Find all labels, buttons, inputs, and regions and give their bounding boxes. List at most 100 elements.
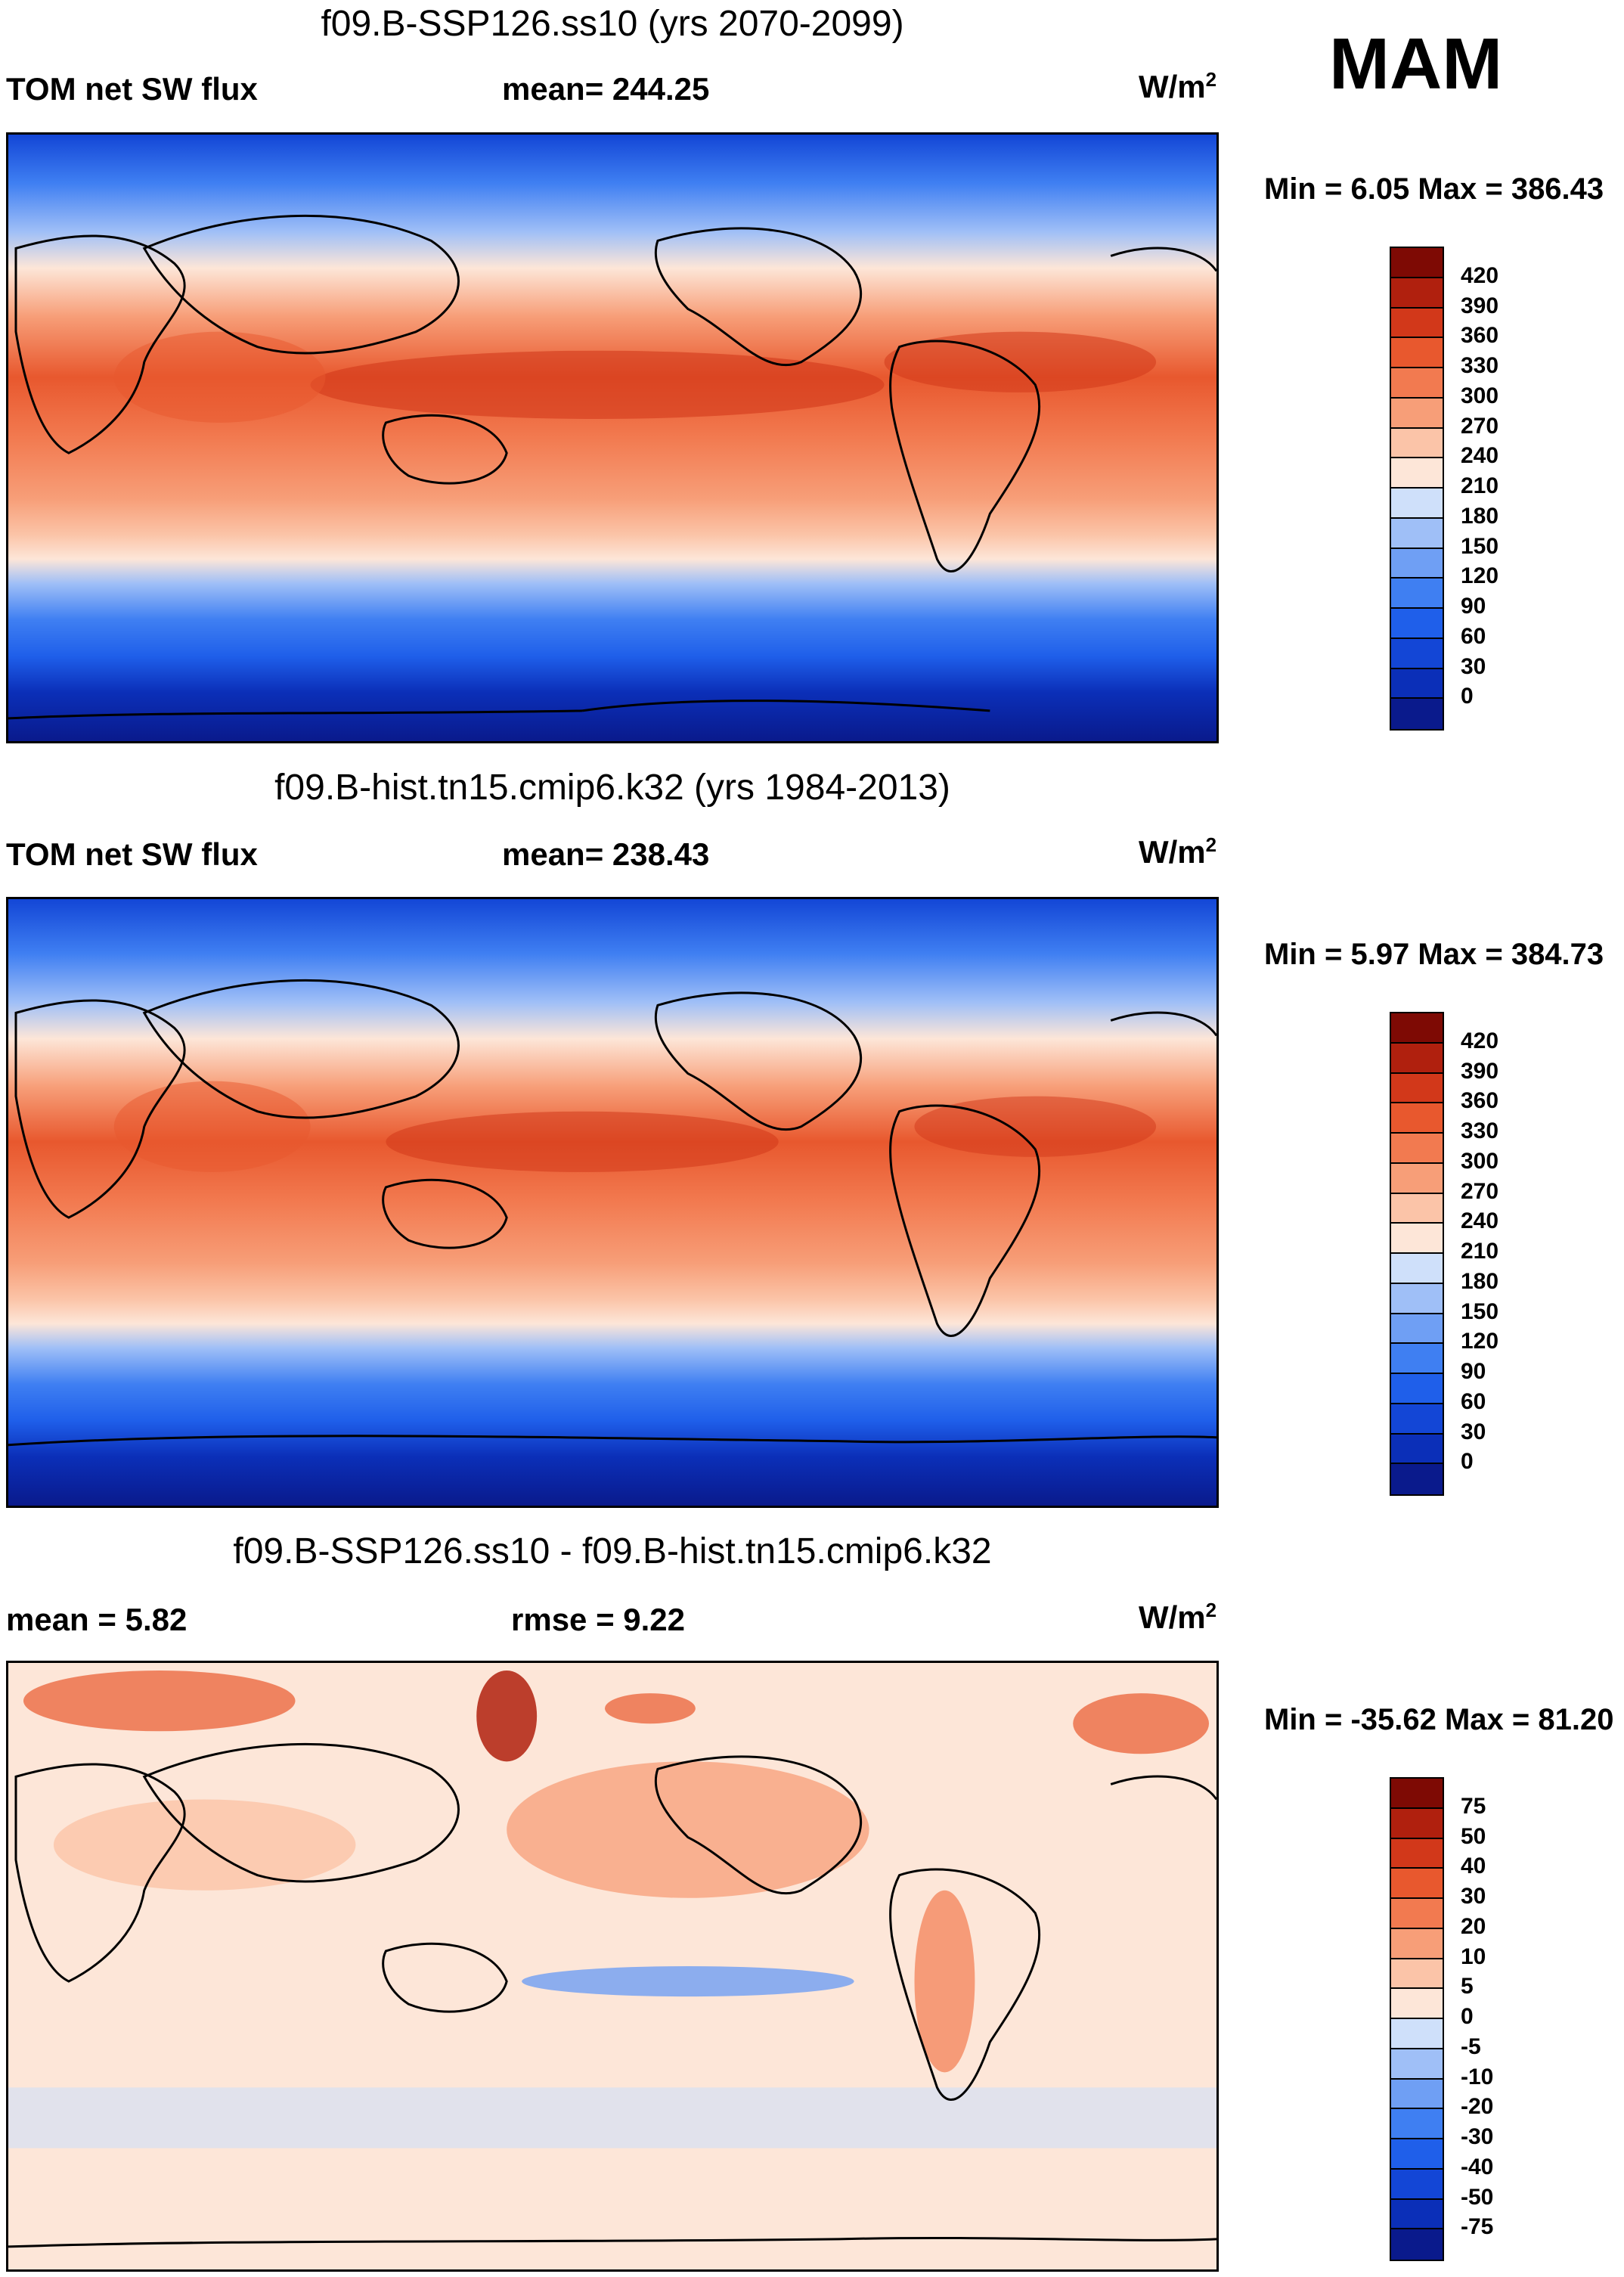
panel-1-left-label: TOM net SW flux xyxy=(6,71,258,107)
panel-2-colorbar-segment xyxy=(1391,1193,1443,1224)
panel-3-colorbar-tick-label: 10 xyxy=(1461,1944,1486,1969)
panel-3-colorbar-tick-label: 40 xyxy=(1461,1854,1486,1879)
panel-1-title: f09.B-SSP126.ss10 (yrs 2070-2099) xyxy=(321,4,904,44)
panel-2-map xyxy=(6,897,1219,1508)
panel-1-colorbar-tick-label: 390 xyxy=(1461,293,1499,318)
panel-2-colorbar-tick-label: 300 xyxy=(1461,1148,1499,1174)
panel-2-colorbar-segment xyxy=(1391,1314,1443,1345)
panel-1-colorbar xyxy=(1390,247,1444,731)
panel-3-colorbar-segment xyxy=(1391,1899,1443,1929)
panel-2-colorbar-segment xyxy=(1391,1103,1443,1134)
panel-3-colorbar-tick-label: 30 xyxy=(1461,1884,1486,1909)
panel-2-colorbar-segment xyxy=(1391,1163,1443,1194)
panel-1-colorbar-segment xyxy=(1391,638,1443,669)
panel-3-colorbar-tick-label: 5 xyxy=(1461,1974,1474,1999)
panel-1-colorbar-segment xyxy=(1391,338,1443,368)
panel-3-colorbar-segment xyxy=(1391,2139,1443,2170)
panel-2-colorbar-segment xyxy=(1391,1134,1443,1164)
panel-1-mean-label: mean= 244.25 xyxy=(502,71,710,107)
panel-3-colorbar-segment xyxy=(1391,1959,1443,1990)
panel-3-colorbar-segment xyxy=(1391,1808,1443,1839)
panel-2-left-label: TOM net SW flux xyxy=(6,836,258,872)
panel-2-colorbar-tick-label: 60 xyxy=(1461,1388,1486,1414)
panel-1-colorbar-tick-label: 120 xyxy=(1461,563,1499,589)
panel-2-colorbar-segment xyxy=(1391,1374,1443,1404)
panel-1-colorbar-segment xyxy=(1391,368,1443,399)
panel-2-colorbar-tick-label: 420 xyxy=(1461,1028,1499,1053)
panel-3-colorbar-tick-label: -50 xyxy=(1461,2184,1494,2210)
panel-3-colorbar-segment xyxy=(1391,2169,1443,2200)
panel-3-colorbar-tick-label: -40 xyxy=(1461,2154,1494,2179)
panel-2-colorbar-segment xyxy=(1391,1434,1443,1465)
panel-1-colorbar-tick-label: 90 xyxy=(1461,594,1486,619)
panel-2-colorbar xyxy=(1390,1012,1444,1496)
panel-3-colorbar-segment xyxy=(1391,2229,1443,2260)
panel-1-colorbar-tick-label: 210 xyxy=(1461,473,1499,498)
panel-1-minmax: Min = 6.05 Max = 386.43 xyxy=(1264,172,1604,206)
panel-1-colorbar-tick-label: 300 xyxy=(1461,383,1499,408)
panel-2-colorbar-segment xyxy=(1391,1464,1443,1494)
panel-1-colorbar-segment xyxy=(1391,548,1443,579)
panel-2-mean-label: mean= 238.43 xyxy=(502,836,710,872)
panel-2-colorbar-tick-label: 180 xyxy=(1461,1268,1499,1294)
panel-1-colorbar-tick-label: 240 xyxy=(1461,443,1499,469)
panel-1-colorbar-segment xyxy=(1391,609,1443,639)
panel-1-colorbar-tick-label: 0 xyxy=(1461,684,1474,709)
panel-1-colorbar-segment xyxy=(1391,308,1443,339)
panel-1-colorbar-tick-label: 330 xyxy=(1461,353,1499,378)
panel-3-colorbar-tick-label: -30 xyxy=(1461,2124,1494,2149)
panel-1-colorbar-tick-label: 180 xyxy=(1461,503,1499,529)
panel-1-colorbar-tick-label: 270 xyxy=(1461,413,1499,439)
panel-3-mean-label: mean = 5.82 xyxy=(6,1602,188,1637)
panel-3-colorbar-tick-label: 20 xyxy=(1461,1913,1486,1939)
panel-2-colorbar-tick-label: 120 xyxy=(1461,1329,1499,1354)
panel-2-colorbar-tick-label: 90 xyxy=(1461,1359,1486,1384)
panel-3-colorbar-segment xyxy=(1391,1869,1443,1899)
panel-2-colorbar-tick-label: 0 xyxy=(1461,1449,1474,1475)
panel-2-colorbar-tick-label: 390 xyxy=(1461,1058,1499,1084)
panel-2-title: f09.B-hist.tn15.cmip6.k32 (yrs 1984-2013… xyxy=(274,768,950,808)
panel-1-colorbar-segment xyxy=(1391,248,1443,278)
panel-3-colorbar-segment xyxy=(1391,2049,1443,2080)
panel-2-colorbar-tick-label: 30 xyxy=(1461,1419,1486,1444)
panel-1-colorbar-segment xyxy=(1391,398,1443,429)
panel-1-colorbar-tick-label: 30 xyxy=(1461,653,1486,679)
panel-1-map-svg xyxy=(8,135,1216,741)
panel-2-colorbar-segment xyxy=(1391,1224,1443,1254)
panel-2-colorbar-tick-label: 270 xyxy=(1461,1178,1499,1204)
panel-2-colorbar-segment xyxy=(1391,1404,1443,1435)
panel-2-colorbar-segment xyxy=(1391,1073,1443,1104)
panel-2-colorbar-tick-label: 360 xyxy=(1461,1088,1499,1114)
panel-2-colorbar-tick-label: 330 xyxy=(1461,1118,1499,1143)
panel-2-colorbar-tick-label: 210 xyxy=(1461,1239,1499,1264)
panel-3-colorbar-tick-label: -10 xyxy=(1461,2064,1494,2089)
panel-3-colorbar-segment xyxy=(1391,2199,1443,2230)
panel-3-rmse-label: rmse = 9.22 xyxy=(511,1602,686,1637)
panel-1-units: W/m2 xyxy=(1139,68,1217,104)
panel-3-colorbar xyxy=(1390,1777,1444,2261)
panel-1-colorbar-segment xyxy=(1391,579,1443,609)
panel-3-colorbar-segment xyxy=(1391,1989,1443,2019)
panel-2-colorbar-tick-label: 240 xyxy=(1461,1208,1499,1234)
panel-2-colorbar-tick-label: 150 xyxy=(1461,1298,1499,1324)
panel-3-minmax: Min = -35.62 Max = 81.20 xyxy=(1264,1703,1614,1736)
panel-3-colorbar-segment xyxy=(1391,2019,1443,2049)
panel-3-colorbar-tick-label: 0 xyxy=(1461,2004,1474,2029)
panel-1-colorbar-segment xyxy=(1391,699,1443,729)
panel-1-colorbar-tick-label: 150 xyxy=(1461,533,1499,559)
panel-3-map-svg xyxy=(8,1663,1216,2269)
panel-3-colorbar-tick-label: -5 xyxy=(1461,2033,1481,2059)
panel-2-colorbar-segment xyxy=(1391,1254,1443,1284)
panel-2-colorbar-segment xyxy=(1391,1344,1443,1374)
panel-2-colorbar-segment xyxy=(1391,1013,1443,1044)
panel-1-colorbar-tick-label: 420 xyxy=(1461,262,1499,288)
panel-3-colorbar-segment xyxy=(1391,2079,1443,2110)
panel-3-colorbar-tick-label: -75 xyxy=(1461,2214,1494,2240)
panel-1-colorbar-tick-label: 360 xyxy=(1461,323,1499,349)
season-label: MAM xyxy=(1329,23,1503,104)
panel-3-colorbar-segment xyxy=(1391,1838,1443,1869)
panel-1-colorbar-segment xyxy=(1391,489,1443,519)
panel-2-minmax: Min = 5.97 Max = 384.73 xyxy=(1264,938,1604,971)
panel-2-units: W/m2 xyxy=(1139,833,1217,870)
panel-3-colorbar-segment xyxy=(1391,1779,1443,1809)
